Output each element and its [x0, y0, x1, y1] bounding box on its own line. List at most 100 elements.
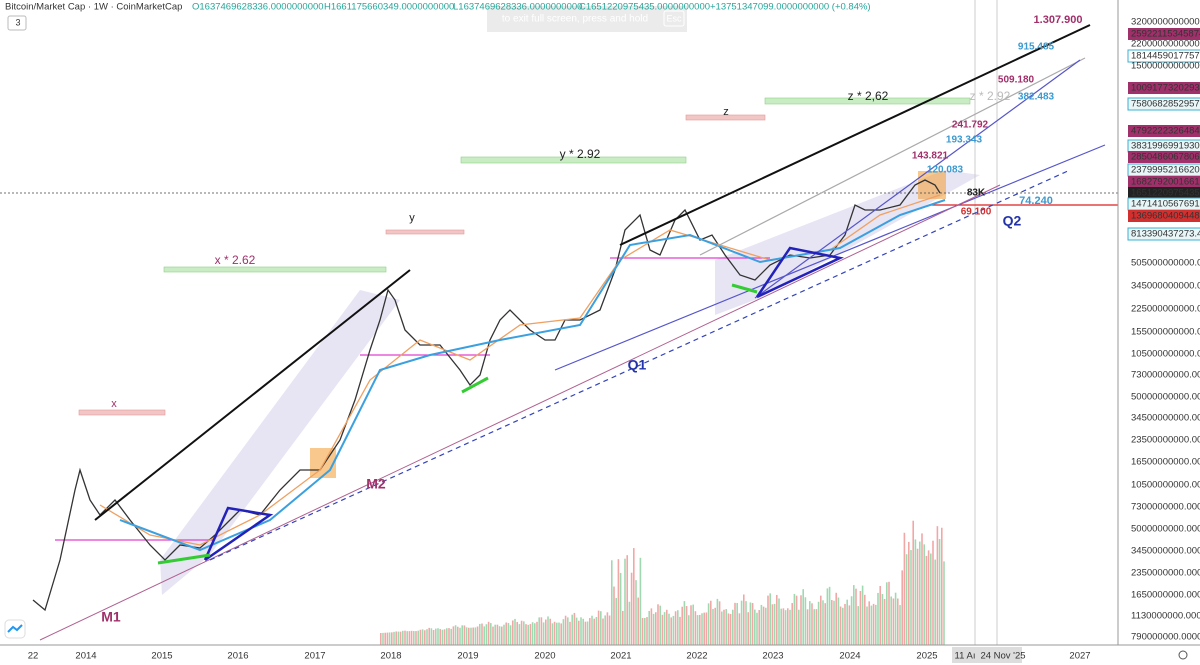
header-high: H1661175660349.0000000000: [324, 2, 454, 13]
volume-bar: [800, 595, 802, 645]
volume-bar: [655, 612, 657, 645]
volume-bar: [608, 615, 611, 645]
logo: [4, 619, 26, 639]
annotation: 1.307.900: [1034, 14, 1083, 26]
volume-bar: [531, 622, 534, 645]
background-shapes: [0, 0, 1118, 645]
annotation: 509.180: [998, 75, 1035, 86]
volume-bar: [668, 613, 670, 645]
volume-bar: [813, 609, 815, 645]
volume-bar: [547, 616, 549, 645]
header-open: O1637469628336.0000000000: [192, 2, 324, 13]
price-tag-label: 1682792001661.33: [1131, 177, 1200, 188]
volume-bar: [688, 615, 690, 645]
price-axis-label: 73000000000.0000: [1131, 370, 1200, 381]
volume-bar: [527, 624, 529, 645]
volume-bar: [402, 630, 404, 645]
badge-box[interactable]: [7, 15, 27, 31]
price-tag-label: 2850486067806.18: [1131, 152, 1200, 163]
volume-bar: [644, 617, 646, 645]
volume-bar: [670, 617, 672, 645]
volume-bar: [875, 604, 877, 645]
volume-bar: [919, 541, 921, 645]
volume-bar: [738, 613, 741, 645]
volume-bar: [890, 596, 892, 645]
volume-bar: [536, 621, 538, 645]
volume-bar: [894, 592, 897, 645]
volume-bar: [595, 616, 598, 645]
volume-bar: [864, 594, 866, 645]
volume-bar: [897, 598, 899, 645]
price-axis-label: 155000000000.0000: [1131, 327, 1200, 338]
volume-bar: [749, 602, 752, 645]
volume-bar: [516, 621, 518, 645]
volume-bar: [734, 602, 736, 645]
volume-bar: [406, 631, 408, 645]
volume-bar: [809, 601, 811, 645]
volume-bar: [503, 624, 505, 645]
volume-bar: [822, 600, 824, 645]
time-axis-label: 2020: [534, 651, 555, 662]
settings-icon[interactable]: [1178, 650, 1188, 660]
volume-bar: [811, 603, 813, 645]
volume-bar: [732, 609, 734, 645]
volume-bar: [622, 610, 624, 645]
volume-bar: [505, 622, 507, 645]
volume-bar: [848, 605, 851, 645]
volume-bar: [901, 570, 903, 645]
volume-bar: [760, 604, 763, 645]
volume-bar: [571, 614, 573, 645]
annotation: 69.100: [961, 207, 992, 218]
volume-bar: [591, 615, 593, 645]
volume-bar: [672, 615, 675, 645]
volume-bar: [490, 623, 492, 645]
volume-bar: [718, 601, 721, 645]
volume-bar: [538, 617, 540, 645]
volume-bar: [855, 588, 857, 645]
esc-key-box: [663, 10, 685, 27]
price-drawing: [32, 24, 1106, 641]
volume-bar: [804, 597, 807, 645]
volume-bar: [556, 622, 558, 645]
volume-bar: [872, 603, 875, 645]
volume-bar: [428, 627, 430, 645]
volume-bar: [844, 603, 846, 645]
volume-bar: [496, 624, 499, 645]
time-axis-label: 11 Aı: [955, 651, 976, 662]
volume-bar: [512, 620, 514, 645]
volume-bar: [380, 633, 382, 645]
volume-bar: [569, 621, 571, 645]
volume-bar: [743, 594, 745, 645]
volume-bar: [404, 630, 406, 645]
volume-bar: [472, 627, 474, 645]
price-axis-label: 3450000000.0000: [1131, 546, 1200, 557]
volume-bar: [575, 617, 578, 645]
price-tag-label: 25922115345874.51: [1131, 29, 1200, 40]
volume-bar: [457, 626, 459, 645]
volume-bar: [619, 572, 622, 645]
volume-bar: [659, 605, 661, 645]
fullscreen-hint-bg: [487, 6, 687, 32]
volume-bar: [395, 631, 397, 645]
volume-bar: [883, 598, 886, 645]
time-axis-label: 2023: [762, 651, 783, 662]
volume-bar: [705, 612, 708, 645]
volume-bar: [553, 621, 556, 645]
volume-bar: [600, 611, 602, 645]
volume-bar: [787, 608, 789, 645]
price-axis-label: 34500000000.0000: [1131, 413, 1200, 424]
volume-bar: [615, 597, 617, 645]
annotation: 143.821: [912, 151, 949, 162]
volume-bar: [769, 593, 771, 645]
price-axis-label: 32000000000000.000000: [1131, 17, 1200, 28]
price-tag: [1128, 125, 1200, 137]
volume-bar: [817, 601, 820, 645]
volume-bar: [927, 550, 930, 645]
volume-bar: [448, 628, 450, 645]
volume-bar: [626, 555, 628, 645]
volume-bar: [820, 595, 822, 645]
badge[interactable]: 3: [15, 17, 20, 27]
volume-bar: [930, 553, 932, 645]
volume-bar: [604, 615, 606, 645]
volume-bar: [498, 626, 501, 645]
